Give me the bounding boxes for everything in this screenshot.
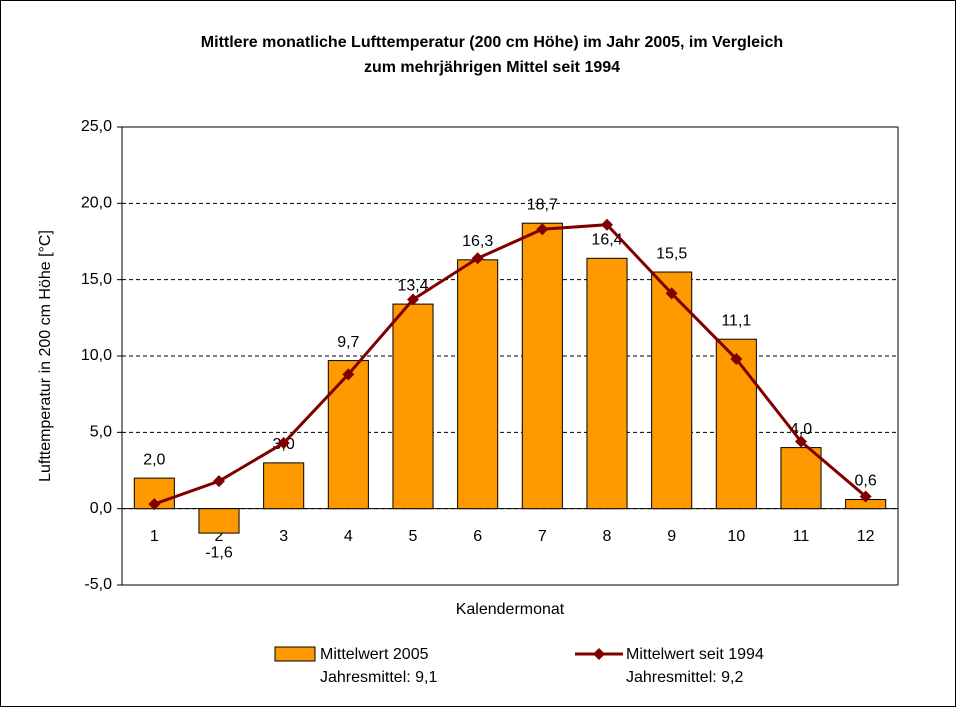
y-tick-label: 10,0 bbox=[81, 347, 112, 364]
marker bbox=[601, 218, 613, 231]
y-tick-label: 20,0 bbox=[81, 195, 112, 212]
plot-frame bbox=[121, 126, 899, 586]
x-tick-label: 4 bbox=[344, 528, 353, 545]
value-label: 2,0 bbox=[143, 451, 165, 468]
marker bbox=[148, 498, 161, 511]
x-tick-label: 7 bbox=[538, 528, 547, 545]
y-tick-label: -5,0 bbox=[84, 576, 112, 593]
bar bbox=[457, 259, 499, 510]
marker bbox=[342, 368, 355, 381]
value-label: 15,5 bbox=[656, 245, 687, 262]
bar bbox=[521, 222, 563, 510]
value-label: 0,6 bbox=[855, 473, 877, 490]
bar bbox=[263, 462, 305, 510]
x-tick-label: 9 bbox=[667, 528, 676, 545]
legend-note: Jahresmittel: 9,2 bbox=[626, 669, 743, 686]
value-label: 11,1 bbox=[721, 312, 751, 329]
bar bbox=[651, 271, 693, 510]
legend-label: Mittelwert seit 1994 bbox=[626, 646, 764, 663]
bar bbox=[198, 508, 240, 534]
x-axis-label: Kalendermonat bbox=[456, 601, 565, 618]
x-tick-label: 5 bbox=[409, 528, 418, 545]
chart-title: zum mehrjährigen Mittel seit 1994 bbox=[364, 59, 620, 76]
marker bbox=[536, 223, 549, 236]
legend-marker bbox=[593, 648, 605, 660]
value-label: -1,6 bbox=[205, 544, 233, 561]
value-label: 16,4 bbox=[591, 232, 622, 249]
value-label: 16,3 bbox=[462, 233, 493, 250]
x-tick-label: 1 bbox=[150, 528, 159, 545]
marker bbox=[471, 252, 484, 265]
marker bbox=[730, 353, 743, 366]
bar bbox=[715, 338, 757, 510]
x-tick-label: 10 bbox=[727, 528, 745, 545]
marker bbox=[795, 435, 807, 448]
value-label: 9,7 bbox=[337, 334, 359, 351]
x-tick-label: 3 bbox=[279, 528, 288, 545]
marker bbox=[859, 490, 872, 503]
bar bbox=[392, 303, 434, 510]
x-tick-label: 8 bbox=[603, 528, 612, 545]
marker bbox=[213, 475, 225, 488]
bar bbox=[327, 360, 369, 510]
x-tick-label: 12 bbox=[857, 528, 875, 545]
legend-label: Mittelwert 2005 bbox=[320, 646, 429, 663]
bar bbox=[586, 257, 628, 510]
legend-note: Jahresmittel: 9,1 bbox=[320, 669, 437, 686]
legend-swatch bbox=[274, 646, 316, 662]
x-tick-label: 11 bbox=[793, 528, 810, 545]
line bbox=[153, 223, 867, 506]
y-tick-label: 15,0 bbox=[81, 271, 112, 288]
value-label: 18,7 bbox=[527, 196, 558, 213]
y-axis-label: Lufttemperatur in 200 cm Höhe [°C] bbox=[37, 230, 54, 482]
y-tick-label: 5,0 bbox=[90, 424, 112, 441]
marker bbox=[665, 287, 678, 300]
chart-title: Mittlere monatliche Lufttemperatur (200 … bbox=[201, 34, 783, 51]
y-tick-label: 0,0 bbox=[90, 500, 112, 517]
marker bbox=[277, 437, 290, 450]
x-tick-label: 6 bbox=[473, 528, 482, 545]
y-tick-label: 25,0 bbox=[81, 118, 112, 135]
marker bbox=[407, 293, 419, 306]
value-label: 13,4 bbox=[397, 277, 428, 294]
x-tick-label: 2 bbox=[215, 528, 224, 545]
bar bbox=[780, 447, 822, 510]
